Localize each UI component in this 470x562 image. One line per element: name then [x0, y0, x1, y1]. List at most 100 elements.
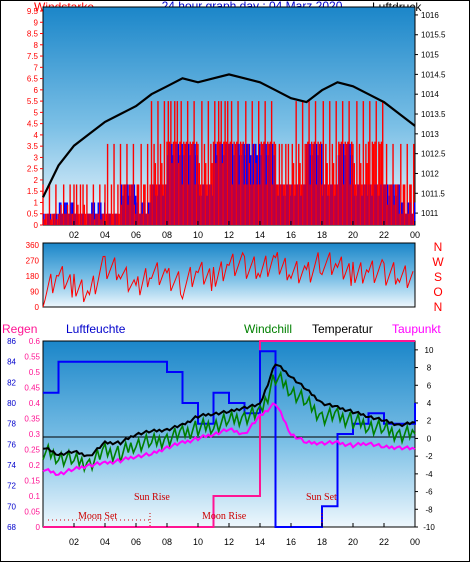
wind-tick-label: 9.5: [27, 7, 39, 16]
temp-tick-label: 0: [427, 434, 432, 443]
compass-label: W: [432, 255, 444, 269]
pressure-tick-label: 1012: [421, 169, 439, 178]
time-tick-label: 02: [69, 537, 79, 547]
wind-tick-label: 3.5: [27, 142, 39, 151]
humidity-tick-label: 0.15: [24, 477, 40, 486]
temp-tick-label: 4: [427, 399, 432, 408]
pressure-tick-label: 1016: [421, 11, 439, 20]
direction-tick-label: 0: [35, 303, 40, 312]
time-tick-label: 10: [193, 537, 203, 547]
regen-tick-label: 74: [7, 461, 16, 470]
direction-tick-label: 270: [26, 257, 40, 266]
time-tick-label: 04: [100, 230, 110, 240]
humidity-tick-label: 0.3: [29, 430, 41, 439]
direction-tick-label: 180: [26, 272, 40, 281]
time-axis-1: 02 04 06 08 10 12 14 16 18 20 22 00: [69, 221, 420, 240]
time-tick-label: 18: [317, 537, 327, 547]
regen-axis-ticks: 68 70 72 74 76 78 80 82 84 86: [7, 337, 16, 532]
humidity-tick-label: 0: [36, 523, 41, 532]
wind-tick-label: 5.5: [27, 97, 39, 106]
humidity-tick-label: 0.05: [24, 508, 40, 517]
compass-label: O: [433, 285, 442, 299]
humidity-tick-label: 0.25: [24, 446, 40, 455]
humidity-tick-label: 0.2: [29, 461, 41, 470]
humidity-axis-ticks: 0 0.05 0.1 0.15 0.2 0.25 0.3 0.35 0.4 0.45 0.5 0.55…: [24, 337, 40, 532]
compass-label: N: [434, 300, 443, 314]
time-tick-label: 06: [131, 537, 141, 547]
time-tick-label: 08: [162, 537, 172, 547]
wind-tick-label: 6.5: [27, 75, 39, 84]
sun-rise-label: Sun Rise: [134, 492, 170, 503]
time-tick-label: 16: [286, 230, 296, 240]
dewpoint-line: [42, 402, 416, 476]
time-tick-label: 20: [348, 537, 358, 547]
direction-tick-label: 90: [30, 288, 39, 297]
wind-tick-label: 7.5: [27, 52, 39, 61]
temp-tick-label: -2: [425, 452, 433, 461]
time-tick-label: 20: [348, 230, 358, 240]
time-tick-label: 12: [224, 230, 234, 240]
temp-tick-label: -10: [423, 523, 435, 532]
pressure-tick-label: 1015.5: [421, 31, 446, 40]
wind-axis-ticks: 0 0.5 1 1.5 2 2.5 3 3.5 4 4.5 5 5.5 6 6.5 7 7.5 8 8.5 9 9.5: [27, 7, 43, 230]
temp-tick-label: 6: [427, 381, 432, 390]
wind-tick-label: 0.5: [27, 210, 39, 219]
luftfeuchte-label: Luftfeuchte: [66, 322, 126, 336]
wind-tick-label: 0: [34, 221, 39, 230]
time-tick-label: 06: [131, 230, 141, 240]
wind-bars: [42, 101, 416, 225]
temperature-axis-ticks: 10 8 6 4 2 0 -2 -4 -6 -8 -10: [415, 346, 435, 532]
temp-tick-label: 2: [427, 417, 432, 426]
humidity-tick-label: 0.55: [24, 353, 40, 362]
sun-set-label: Sun Set: [306, 492, 337, 503]
windchill-line: [42, 370, 416, 474]
time-tick-label: 18: [317, 230, 327, 240]
wind-tick-label: 3: [34, 153, 39, 162]
wind-tick-label: 7: [34, 63, 39, 72]
regen-label: Regen: [2, 322, 37, 336]
wind-tick-label: 8: [34, 41, 39, 50]
humidity-tick-label: 0.1: [29, 492, 41, 501]
compass-label: N: [434, 240, 443, 254]
time-tick-label: 04: [100, 537, 110, 547]
wind-tick-label: 4: [34, 131, 39, 140]
taupunkt-legend: Taupunkt: [392, 322, 441, 336]
temp-tick-label: 8: [427, 364, 432, 373]
regen-tick-label: 70: [7, 502, 16, 511]
regen-tick-label: 82: [7, 378, 16, 387]
pressure-tick-label: 1013: [421, 130, 439, 139]
pressure-axis-ticks: 1011 1011.5 1012 1012.5 1013 1013.5 1014 1014.5…: [415, 11, 446, 218]
regen-tick-label: 72: [7, 482, 16, 491]
time-tick-label: 00: [410, 230, 420, 240]
humidity-tick-label: 0.4: [29, 399, 41, 408]
wind-tick-label: 6: [34, 86, 39, 95]
time-tick-label: 12: [224, 537, 234, 547]
pressure-tick-label: 1014.5: [421, 70, 446, 79]
time-tick-label: 22: [379, 230, 389, 240]
windchill-legend: Windchill: [244, 322, 292, 336]
temperatur-legend: Temperatur: [312, 322, 373, 336]
wind-tick-label: 2: [34, 176, 39, 185]
regen-tick-label: 78: [7, 420, 16, 429]
temp-tick-label: -6: [425, 488, 433, 497]
moon-set-label: Moon Set: [78, 511, 117, 522]
time-tick-label: 00: [410, 537, 420, 547]
pressure-line: [42, 73, 416, 198]
temp-tick-label: -4: [425, 470, 433, 479]
regen-tick-label: 84: [7, 358, 16, 367]
pressure-tick-label: 1013.5: [421, 110, 446, 119]
direction-axis-ticks: 0 90 180 270 360: [26, 241, 40, 312]
wind-tick-label: 2.5: [27, 165, 39, 174]
regen-tick-label: 76: [7, 440, 16, 449]
wind-tick-label: 5: [34, 108, 39, 117]
wind-tick-label: 4.5: [27, 120, 39, 129]
temperature-plot: [42, 340, 416, 528]
humidity-tick-label: 0.35: [24, 415, 40, 424]
pressure-tick-label: 1012.5: [421, 150, 446, 159]
wind-direction-line: [42, 251, 414, 308]
time-tick-label: 02: [69, 230, 79, 240]
pressure-tick-label: 1011.5: [421, 189, 445, 198]
temperature-line: [42, 363, 416, 458]
